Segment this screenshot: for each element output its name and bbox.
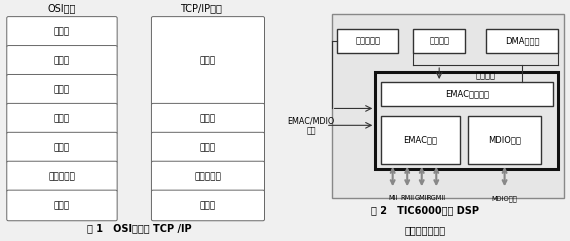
FancyBboxPatch shape [152, 161, 264, 192]
Text: 传输层: 传输层 [54, 114, 70, 123]
FancyBboxPatch shape [7, 46, 117, 76]
Text: MDIO总线: MDIO总线 [492, 195, 518, 202]
FancyBboxPatch shape [152, 190, 264, 221]
FancyBboxPatch shape [413, 29, 465, 53]
Text: 数据链路层: 数据链路层 [48, 172, 75, 181]
FancyBboxPatch shape [152, 103, 264, 134]
FancyBboxPatch shape [7, 74, 117, 105]
Text: EMAC控制模块: EMAC控制模块 [445, 89, 489, 99]
Text: 传输层: 传输层 [200, 114, 216, 123]
FancyBboxPatch shape [381, 82, 552, 106]
Text: RMII: RMII [400, 195, 414, 201]
FancyBboxPatch shape [152, 132, 264, 163]
FancyBboxPatch shape [7, 103, 117, 134]
Text: 应用层: 应用层 [200, 56, 216, 65]
FancyBboxPatch shape [7, 132, 117, 163]
Text: 物理层: 物理层 [200, 201, 216, 210]
FancyBboxPatch shape [7, 161, 117, 192]
Text: 图 2   TIC6000系列 DSP: 图 2 TIC6000系列 DSP [370, 205, 479, 215]
FancyBboxPatch shape [7, 190, 117, 221]
Text: 的网络接口模块: 的网络接口模块 [404, 225, 445, 235]
Text: 应用层: 应用层 [54, 27, 70, 36]
FancyBboxPatch shape [337, 29, 398, 53]
FancyBboxPatch shape [152, 17, 264, 105]
Text: GMII: GMII [414, 195, 429, 201]
Text: MII: MII [388, 195, 397, 201]
FancyBboxPatch shape [332, 14, 564, 198]
Text: DMA控制器: DMA控制器 [505, 36, 539, 46]
FancyBboxPatch shape [381, 116, 459, 164]
Text: EMAC模块: EMAC模块 [404, 135, 437, 144]
FancyBboxPatch shape [7, 17, 117, 47]
Text: MDIO模块: MDIO模块 [488, 135, 521, 144]
Text: 网络层: 网络层 [200, 143, 216, 152]
Text: 表示层: 表示层 [54, 56, 70, 65]
Text: 数据链路层: 数据链路层 [194, 172, 221, 181]
Text: 物理层: 物理层 [54, 201, 70, 210]
Text: 外设总线: 外设总线 [476, 71, 496, 80]
Text: TCP/IP模型: TCP/IP模型 [180, 3, 222, 13]
Text: 中断: 中断 [307, 127, 316, 136]
Text: 图 1   OSI模型与 TCP /IP: 图 1 OSI模型与 TCP /IP [87, 223, 192, 233]
Text: 配置总线: 配置总线 [429, 36, 449, 46]
Text: OSI模型: OSI模型 [48, 3, 76, 13]
FancyBboxPatch shape [469, 116, 541, 164]
Text: EMAC/MDIO: EMAC/MDIO [288, 116, 335, 125]
Text: 中断控制器: 中断控制器 [356, 36, 380, 46]
FancyBboxPatch shape [486, 29, 559, 53]
Text: RGMII: RGMII [427, 195, 446, 201]
FancyBboxPatch shape [375, 72, 559, 169]
Text: 会话层: 会话层 [54, 85, 70, 94]
Text: 网络层: 网络层 [54, 143, 70, 152]
